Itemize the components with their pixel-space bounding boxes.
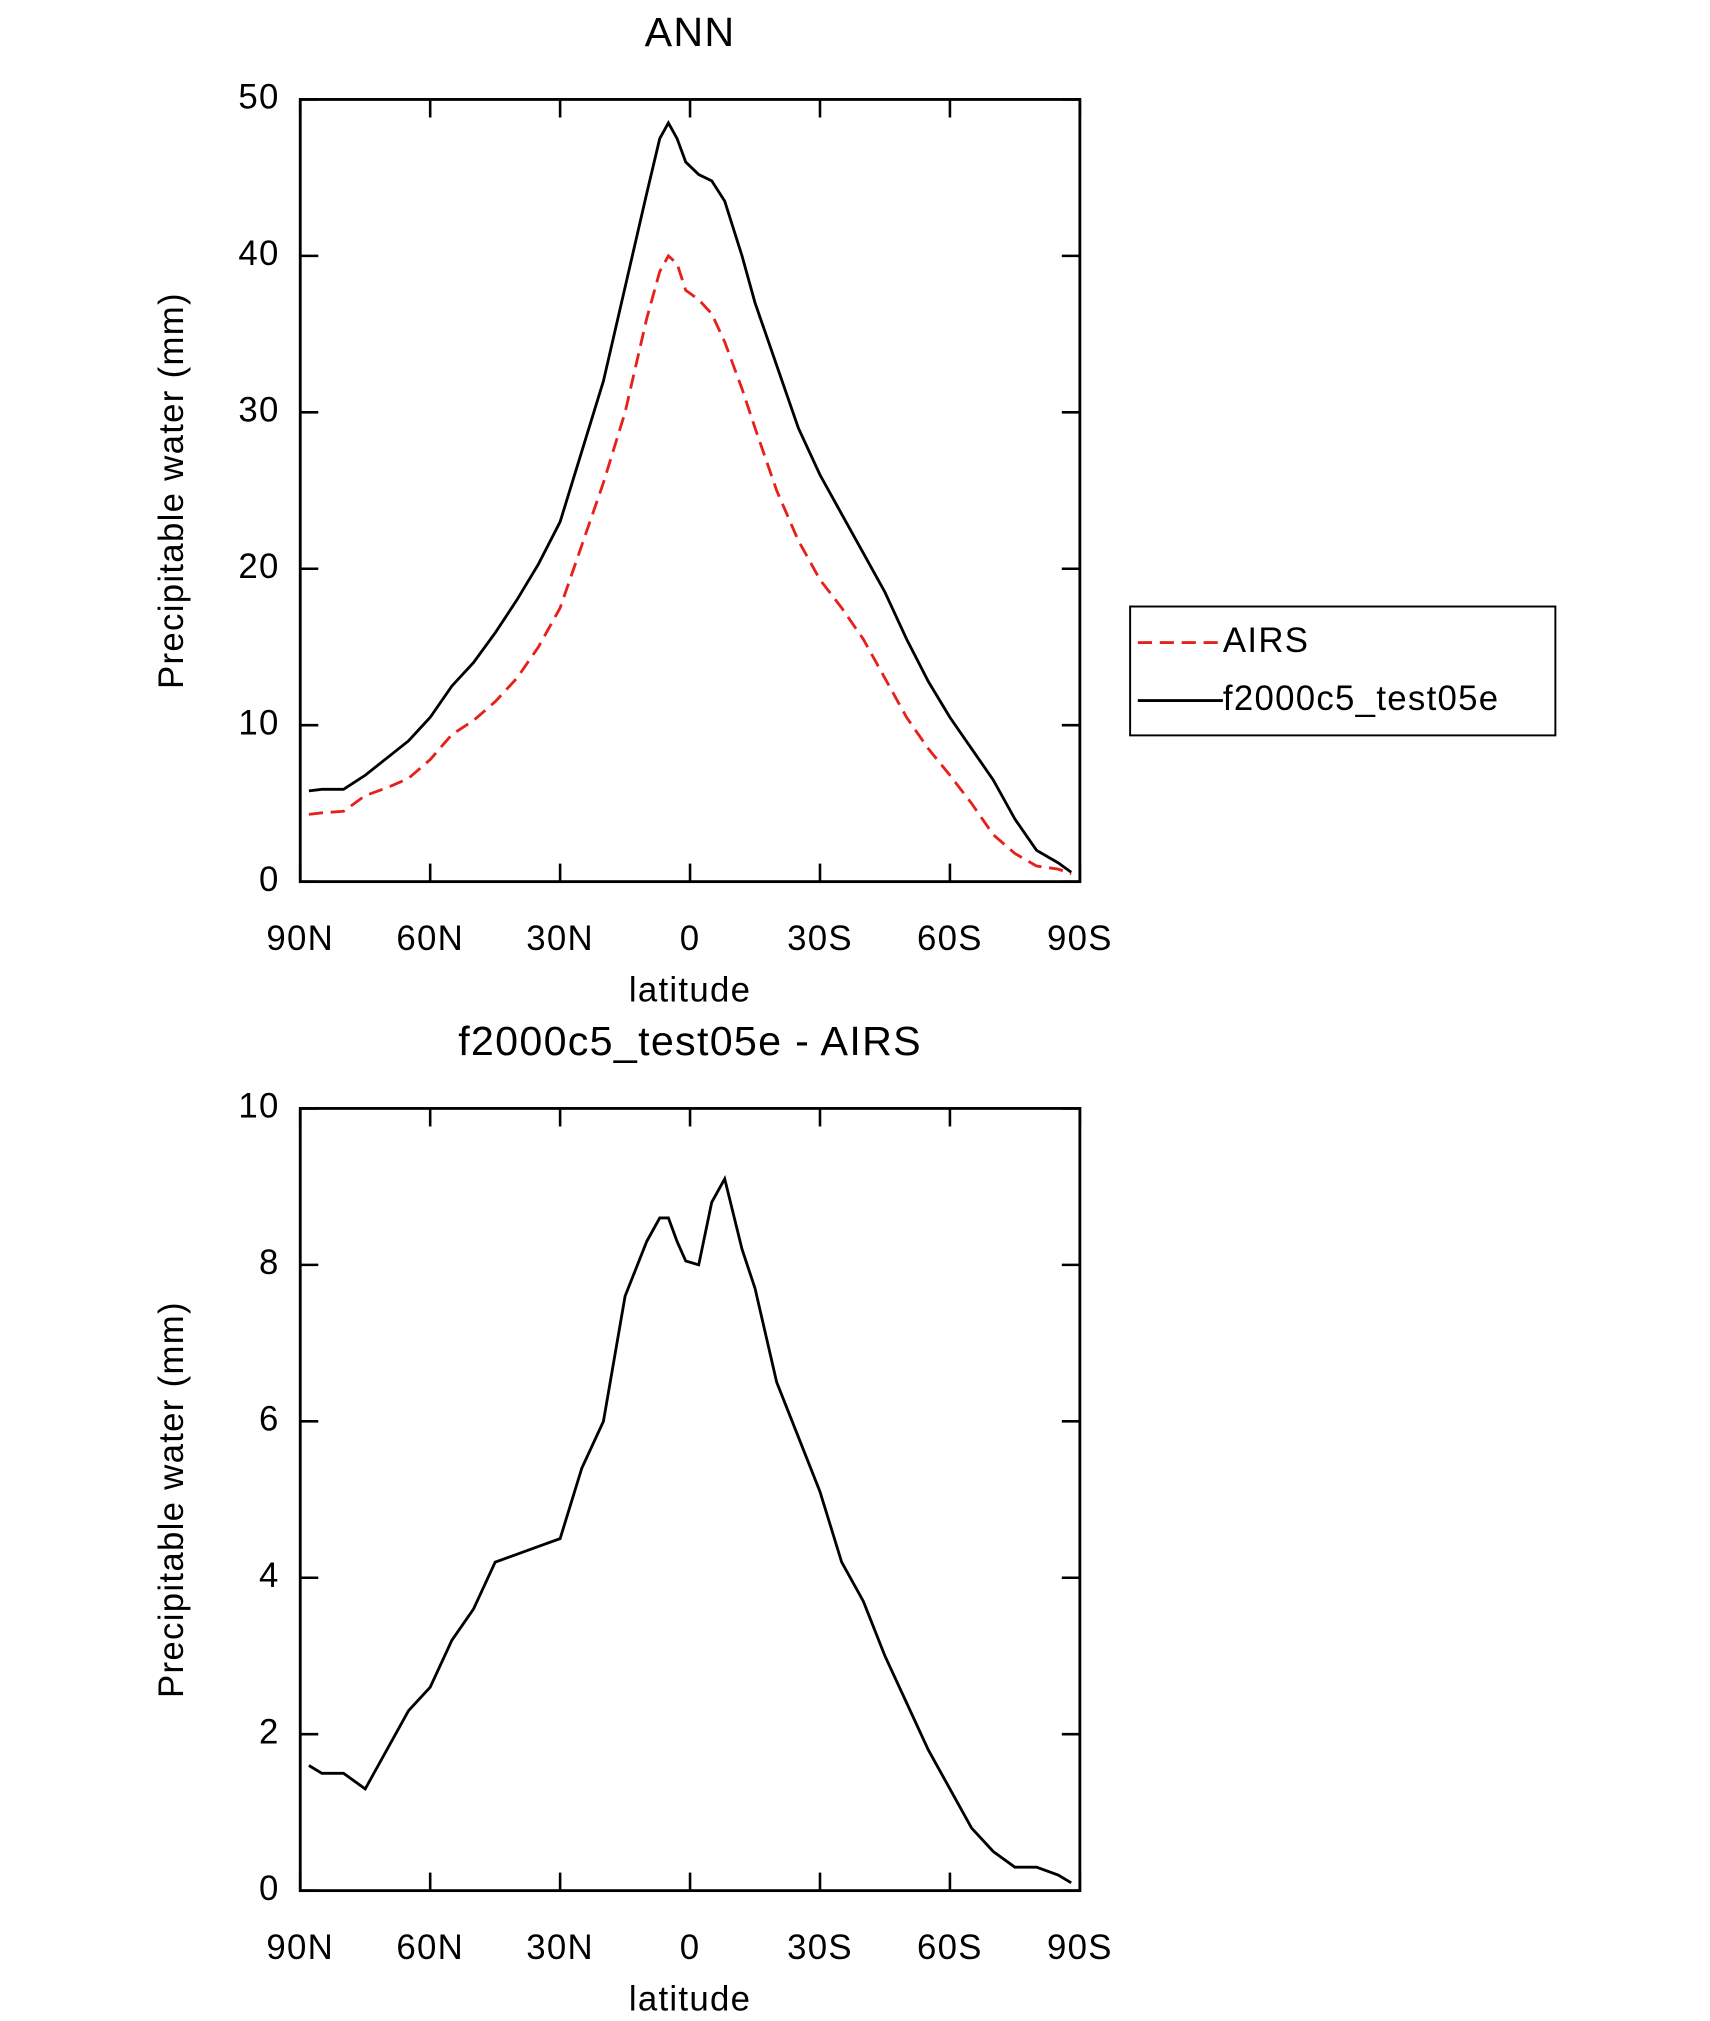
x-tick-label: 30N xyxy=(526,920,594,958)
y-tick-label: 10 xyxy=(238,704,279,742)
x-tick-label: 0 xyxy=(680,1929,701,1967)
y-tick-label: 30 xyxy=(238,392,279,430)
x-tick-label: 90S xyxy=(1047,920,1113,958)
y-tick-label: 50 xyxy=(238,79,279,117)
x-tick-label: 60S xyxy=(917,1929,983,1967)
y-tick-label: 20 xyxy=(238,548,279,586)
x-tick-label: 0 xyxy=(680,920,701,958)
x-tick-label: 60N xyxy=(396,920,464,958)
chart-title: ANN xyxy=(645,9,736,55)
y-tick-label: 10 xyxy=(238,1088,279,1126)
x-axis-label: latitude xyxy=(629,972,751,1010)
data-line xyxy=(308,119,1073,874)
y-tick-label: 0 xyxy=(259,861,280,899)
x-tick-label: 30N xyxy=(526,1929,594,1967)
legend-label: f2000c5_test05e xyxy=(1223,680,1500,718)
y-axis-label: Precipitable water (mm) xyxy=(153,292,191,689)
x-tick-label: 90S xyxy=(1047,1929,1113,1967)
y-tick-label: 0 xyxy=(259,1870,280,1908)
x-tick-label: 90N xyxy=(266,1929,334,1967)
y-tick-label: 2 xyxy=(259,1713,280,1751)
x-tick-label: 90N xyxy=(266,920,334,958)
y-axis-label: Precipitable water (mm) xyxy=(153,1301,191,1698)
data-line xyxy=(308,253,1072,876)
x-tick-label: 60S xyxy=(917,920,983,958)
y-tick-label: 40 xyxy=(238,235,279,273)
y-tick-label: 6 xyxy=(259,1400,280,1438)
y-tick-label: 8 xyxy=(259,1244,280,1282)
plot-frame xyxy=(298,98,1082,884)
data-line xyxy=(308,1174,1072,1885)
x-tick-label: 30S xyxy=(787,1929,853,1967)
plot-frame xyxy=(298,1107,1082,1893)
x-axis-label: latitude xyxy=(629,1981,751,2019)
x-tick-label: 30S xyxy=(787,920,853,958)
chart-title: f2000c5_test05e - AIRS xyxy=(458,1018,922,1064)
legend-box xyxy=(1129,605,1557,737)
y-tick-label: 4 xyxy=(259,1557,280,1595)
x-tick-label: 60N xyxy=(396,1929,464,1967)
legend-label: AIRS xyxy=(1223,622,1309,660)
